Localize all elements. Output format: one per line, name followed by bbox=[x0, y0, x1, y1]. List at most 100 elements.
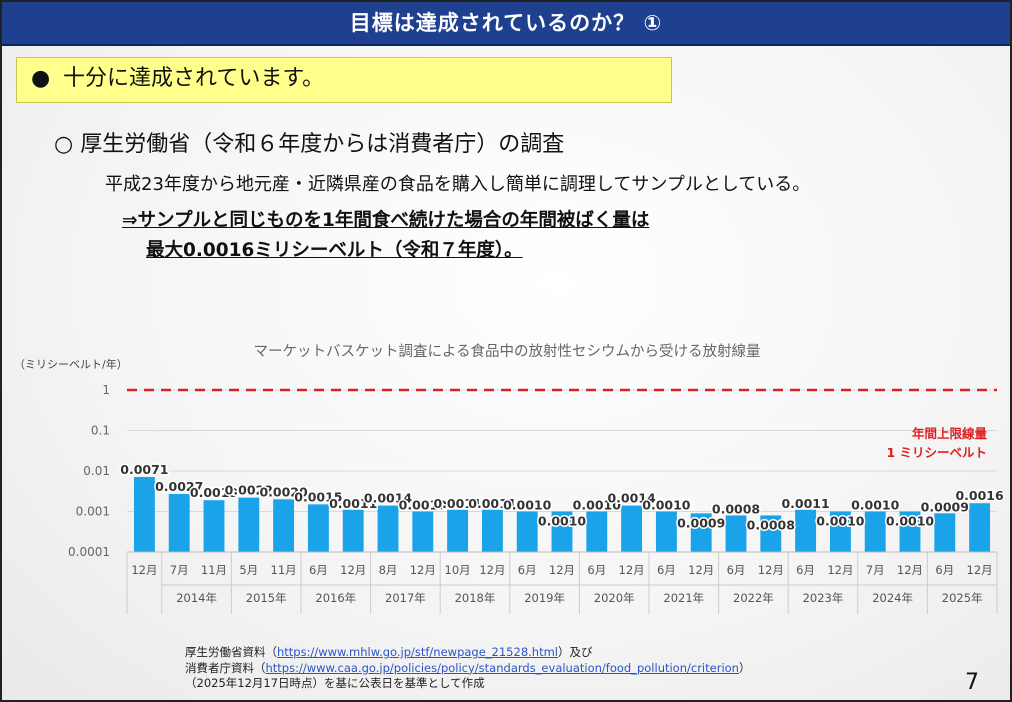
x-tick-label: 6月 bbox=[727, 563, 746, 577]
source-1-label: 厚生労働省資料（ bbox=[185, 645, 277, 659]
bar bbox=[168, 494, 190, 552]
x-tick-label: 12月 bbox=[897, 563, 923, 577]
page-title: 目標は達成されているのか？ ① bbox=[349, 11, 663, 35]
x-tick-label: 7月 bbox=[170, 563, 189, 577]
chart-title: マーケットバスケット調査による食品中の放射性セシウムから受ける放射線量 bbox=[253, 343, 760, 360]
value-label: 0.0011 bbox=[781, 496, 829, 511]
x-tick-label: 11月 bbox=[201, 563, 227, 577]
value-label: 0.0014 bbox=[364, 491, 413, 506]
section-description: 平成23年度から地元産・近隣県産の食品を購入し簡単に調理してサンプルとしている。 bbox=[105, 174, 811, 195]
bar bbox=[203, 500, 225, 552]
bar bbox=[481, 509, 503, 552]
x-tick-label: 10月 bbox=[445, 563, 471, 577]
value-label: 0.0009 bbox=[677, 515, 725, 530]
bullet-icon: ● bbox=[31, 66, 51, 91]
source-line-1: 厚生労働省資料（https://www.mhlw.go.jp/stf/newpa… bbox=[185, 645, 750, 661]
source-1-link[interactable]: https://www.mhlw.go.jp/stf/newpage_21528… bbox=[277, 645, 558, 659]
x-tick-label: 12月 bbox=[479, 563, 505, 577]
dose-chart: マーケットバスケット調査による食品中の放射性セシウムから受ける放射線量 （ミリシー… bbox=[14, 343, 1006, 614]
bar bbox=[447, 509, 469, 552]
bar bbox=[829, 511, 851, 552]
x-tick-label: 7月 bbox=[866, 563, 885, 577]
bar bbox=[273, 499, 295, 552]
bar bbox=[621, 505, 643, 552]
bar bbox=[969, 503, 991, 552]
y-tick-label: 1 bbox=[102, 383, 110, 397]
value-label: 0.0015 bbox=[294, 489, 342, 504]
value-label: 0.0008 bbox=[747, 517, 795, 532]
value-label: 0.0010 bbox=[503, 498, 552, 513]
x-tick-label: 12月 bbox=[619, 563, 645, 577]
y-tick-label: 0.1 bbox=[91, 424, 110, 438]
value-label: 0.0010 bbox=[538, 514, 587, 529]
x-group-label: 2019年 bbox=[524, 591, 565, 605]
value-label: 0.0010 bbox=[851, 498, 900, 513]
source-1-suffix: ）及び bbox=[558, 645, 593, 659]
bar bbox=[864, 511, 886, 552]
x-tick-label: 12月 bbox=[827, 563, 853, 577]
x-tick-label: 6月 bbox=[587, 563, 606, 577]
source-2-suffix: ） bbox=[738, 660, 751, 675]
bar bbox=[934, 513, 956, 552]
value-label: 0.0010 bbox=[573, 498, 622, 513]
bar bbox=[516, 511, 538, 552]
conclusion-line-1: ⇒サンプルと同じものを1年間食べ続けた場合の年間被ばく量は bbox=[122, 210, 650, 231]
value-label: 0.0009 bbox=[921, 499, 969, 514]
x-tick-label: 12月 bbox=[688, 563, 714, 577]
x-group-label: 2023年 bbox=[803, 591, 844, 605]
value-label: 0.0071 bbox=[120, 462, 168, 477]
value-label: 0.0014 bbox=[607, 491, 656, 506]
bar bbox=[238, 497, 260, 552]
source-notes: 厚生労働省資料（https://www.mhlw.go.jp/stf/newpa… bbox=[185, 645, 750, 692]
x-group-label: 2018年 bbox=[455, 591, 496, 605]
bar bbox=[655, 511, 677, 552]
source-2-label: 消費者庁資料（ bbox=[185, 660, 266, 675]
reference-label-1: 年間上限線量 bbox=[912, 426, 988, 441]
value-label: 0.0027 bbox=[155, 479, 203, 494]
highlight-box: ● 十分に達成されています。 bbox=[16, 57, 672, 103]
bar bbox=[690, 513, 712, 552]
x-tick-label: 11月 bbox=[271, 563, 297, 577]
bar bbox=[412, 511, 434, 552]
value-label: 0.0016 bbox=[955, 488, 1004, 503]
value-label: 0.0010 bbox=[886, 514, 935, 529]
source-2-link[interactable]: https://www.caa.go.jp/policies/policy/st… bbox=[265, 660, 739, 675]
x-tick-label: 6月 bbox=[935, 563, 954, 577]
value-label: 0.0010 bbox=[816, 514, 865, 529]
conclusion-line-2: 最大0.0016ミリシーベルト（令和７年度）。 bbox=[146, 240, 523, 261]
bar bbox=[586, 511, 608, 552]
bar bbox=[133, 477, 155, 552]
value-label: 0.0022 bbox=[225, 483, 273, 498]
highlight-text: 十分に達成されています。 bbox=[63, 66, 325, 91]
x-tick-label: 6月 bbox=[657, 563, 676, 577]
value-label: 0.0019 bbox=[190, 485, 238, 500]
x-tick-label: 5月 bbox=[239, 563, 258, 577]
value-label: 0.0011 bbox=[329, 496, 377, 511]
y-tick-label: 0.0001 bbox=[68, 545, 110, 559]
x-tick-label: 12月 bbox=[967, 563, 993, 577]
reference-label-2: 1 ミリシーベルト bbox=[886, 445, 987, 460]
y-tick-label: 0.01 bbox=[83, 464, 110, 478]
title-bar: 目標は達成されているのか？ ① bbox=[2, 2, 1010, 46]
section-heading: ○ 厚生労働省（令和６年度からは消費者庁）の調査 bbox=[54, 132, 565, 157]
x-group-label: 2016年 bbox=[315, 591, 356, 605]
x-group-label: 2020年 bbox=[594, 591, 635, 605]
bar bbox=[551, 511, 573, 552]
x-tick-label: 12月 bbox=[758, 563, 784, 577]
y-tick-label: 0.001 bbox=[76, 505, 110, 519]
x-group-label: 2015年 bbox=[246, 591, 287, 605]
source-line-3: （2025年12月17日時点）を基に公表日を基準として作成 bbox=[185, 676, 485, 690]
value-label: 0.0011 bbox=[433, 496, 481, 511]
x-group-label: 2025年 bbox=[942, 591, 983, 605]
x-tick-label: 6月 bbox=[309, 563, 328, 577]
x-tick-label: 12月 bbox=[410, 563, 436, 577]
bar bbox=[307, 504, 329, 552]
bar bbox=[795, 509, 817, 552]
x-tick-label: 12月 bbox=[340, 563, 366, 577]
x-group-label: 2017年 bbox=[385, 591, 426, 605]
x-tick-label: 12月 bbox=[131, 563, 157, 577]
x-tick-label: 12月 bbox=[549, 563, 575, 577]
bar bbox=[342, 509, 364, 552]
page-number: 7 bbox=[965, 670, 979, 695]
